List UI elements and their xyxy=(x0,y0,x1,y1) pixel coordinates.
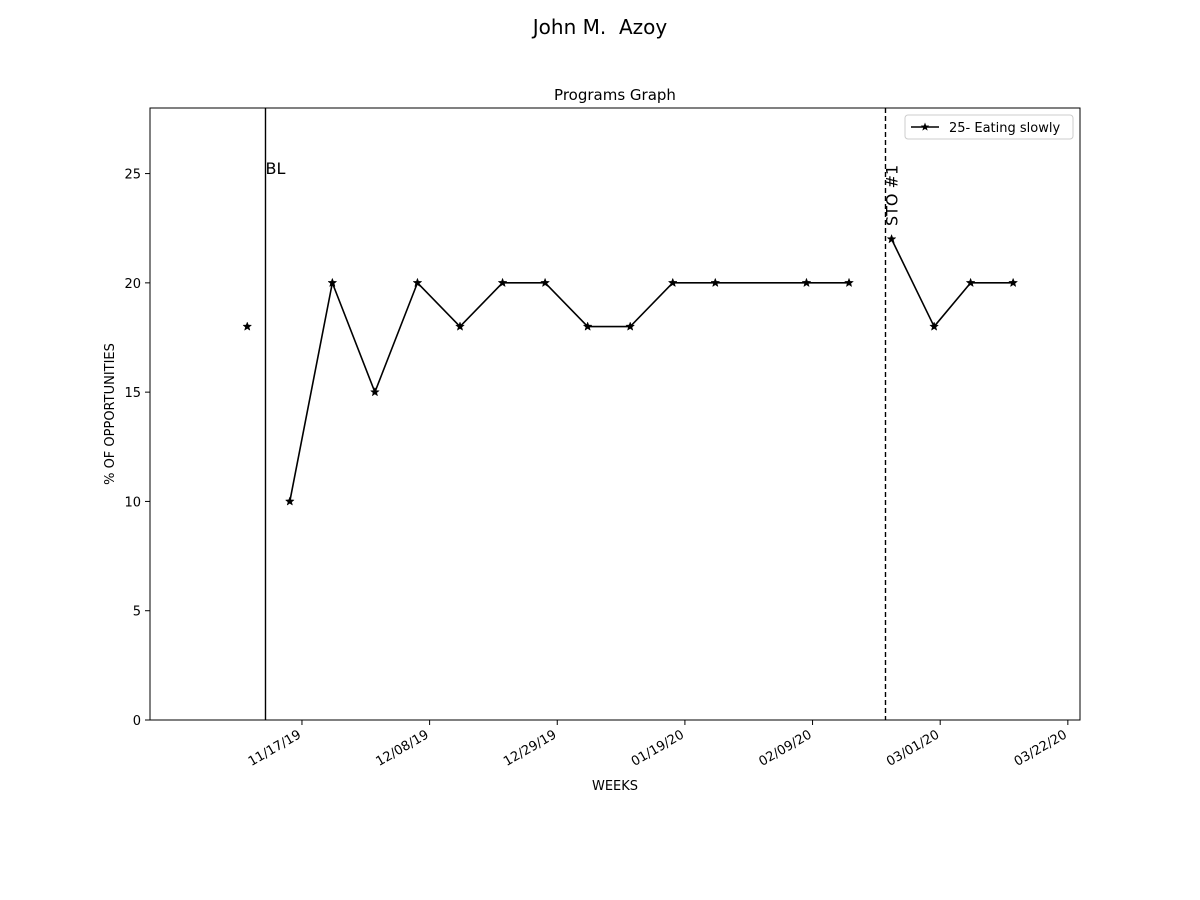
data-point xyxy=(1008,277,1019,288)
x-tick-label: 03/01/20 xyxy=(884,727,942,769)
data-point xyxy=(497,277,508,288)
data-point xyxy=(667,277,678,288)
x-tick-label: 01/19/20 xyxy=(629,727,687,769)
y-tick-label: 25 xyxy=(124,168,141,183)
chart-title: Programs Graph xyxy=(554,86,676,104)
data-point xyxy=(540,277,551,288)
data-point xyxy=(625,321,636,331)
data-point xyxy=(965,277,976,288)
data-point xyxy=(929,321,940,331)
data-point xyxy=(412,277,423,288)
series-line xyxy=(890,238,1014,328)
series-layer xyxy=(242,233,1019,506)
y-tick-label: 10 xyxy=(124,495,141,510)
data-point xyxy=(327,277,338,288)
data-point xyxy=(710,277,721,288)
y-tick-label: 5 xyxy=(133,605,141,620)
x-tick-label: 03/22/20 xyxy=(1012,727,1070,769)
data-point xyxy=(242,321,253,331)
figure-title: John M. Azoy xyxy=(531,15,668,39)
phase-label: BL xyxy=(265,159,285,178)
x-tick-label: 12/08/19 xyxy=(374,727,432,769)
plot-frame xyxy=(149,107,1081,721)
data-point xyxy=(284,496,295,506)
data-point xyxy=(844,277,854,288)
x-tick-label: 02/09/20 xyxy=(756,727,814,769)
data-point xyxy=(801,277,812,288)
x-axis-label: WEEKS xyxy=(592,779,638,794)
plot-area xyxy=(150,108,1080,720)
y-tick-label: 15 xyxy=(124,386,141,401)
legend-box xyxy=(904,114,1074,140)
data-point xyxy=(582,321,593,331)
phase-label: STO #1 xyxy=(882,165,901,226)
phase-lines: BL STO #1 xyxy=(264,108,901,720)
legend: 25- Eating slowly xyxy=(904,114,1074,140)
data-point xyxy=(369,386,380,397)
data-point xyxy=(886,233,897,244)
y-tick-label: 20 xyxy=(124,277,141,292)
x-tick-label: 11/17/19 xyxy=(246,727,304,769)
legend-marker xyxy=(920,122,930,131)
y-axis: 0 5 10 15 20 25 xyxy=(124,168,150,729)
x-axis: 11/17/19 12/08/19 12/29/19 01/19/20 02/09/20… xyxy=(246,720,1070,770)
legend-label: 25- Eating slowly xyxy=(949,121,1060,136)
data-point xyxy=(455,321,465,331)
y-tick-label: 0 xyxy=(133,714,141,729)
y-axis-label: % OF OPPORTUNITIES xyxy=(103,343,118,485)
x-tick-label: 12/29/19 xyxy=(501,727,559,769)
